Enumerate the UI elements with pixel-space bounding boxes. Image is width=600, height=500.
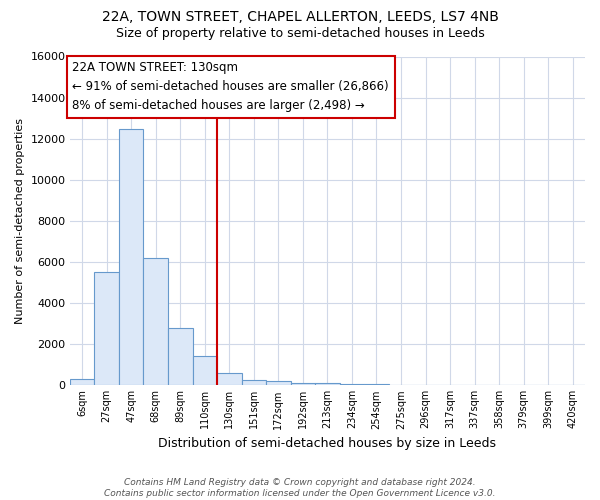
- Bar: [94, 272, 119, 385]
- Bar: [364, 384, 389, 385]
- Bar: [70, 380, 94, 385]
- X-axis label: Distribution of semi-detached houses by size in Leeds: Distribution of semi-detached houses by …: [158, 437, 496, 450]
- Text: 22A TOWN STREET: 130sqm
← 91% of semi-detached houses are smaller (26,866)
8% of: 22A TOWN STREET: 130sqm ← 91% of semi-de…: [73, 62, 389, 112]
- Bar: [340, 384, 364, 385]
- Bar: [217, 372, 242, 385]
- Bar: [143, 258, 168, 385]
- Bar: [168, 328, 193, 385]
- Bar: [266, 382, 290, 385]
- Bar: [315, 384, 340, 385]
- Text: Size of property relative to semi-detached houses in Leeds: Size of property relative to semi-detach…: [116, 28, 484, 40]
- Text: 22A, TOWN STREET, CHAPEL ALLERTON, LEEDS, LS7 4NB: 22A, TOWN STREET, CHAPEL ALLERTON, LEEDS…: [101, 10, 499, 24]
- Y-axis label: Number of semi-detached properties: Number of semi-detached properties: [15, 118, 25, 324]
- Text: Contains HM Land Registry data © Crown copyright and database right 2024.
Contai: Contains HM Land Registry data © Crown c…: [104, 478, 496, 498]
- Bar: [193, 356, 217, 385]
- Bar: [242, 380, 266, 385]
- Bar: [290, 383, 315, 385]
- Bar: [119, 130, 143, 385]
